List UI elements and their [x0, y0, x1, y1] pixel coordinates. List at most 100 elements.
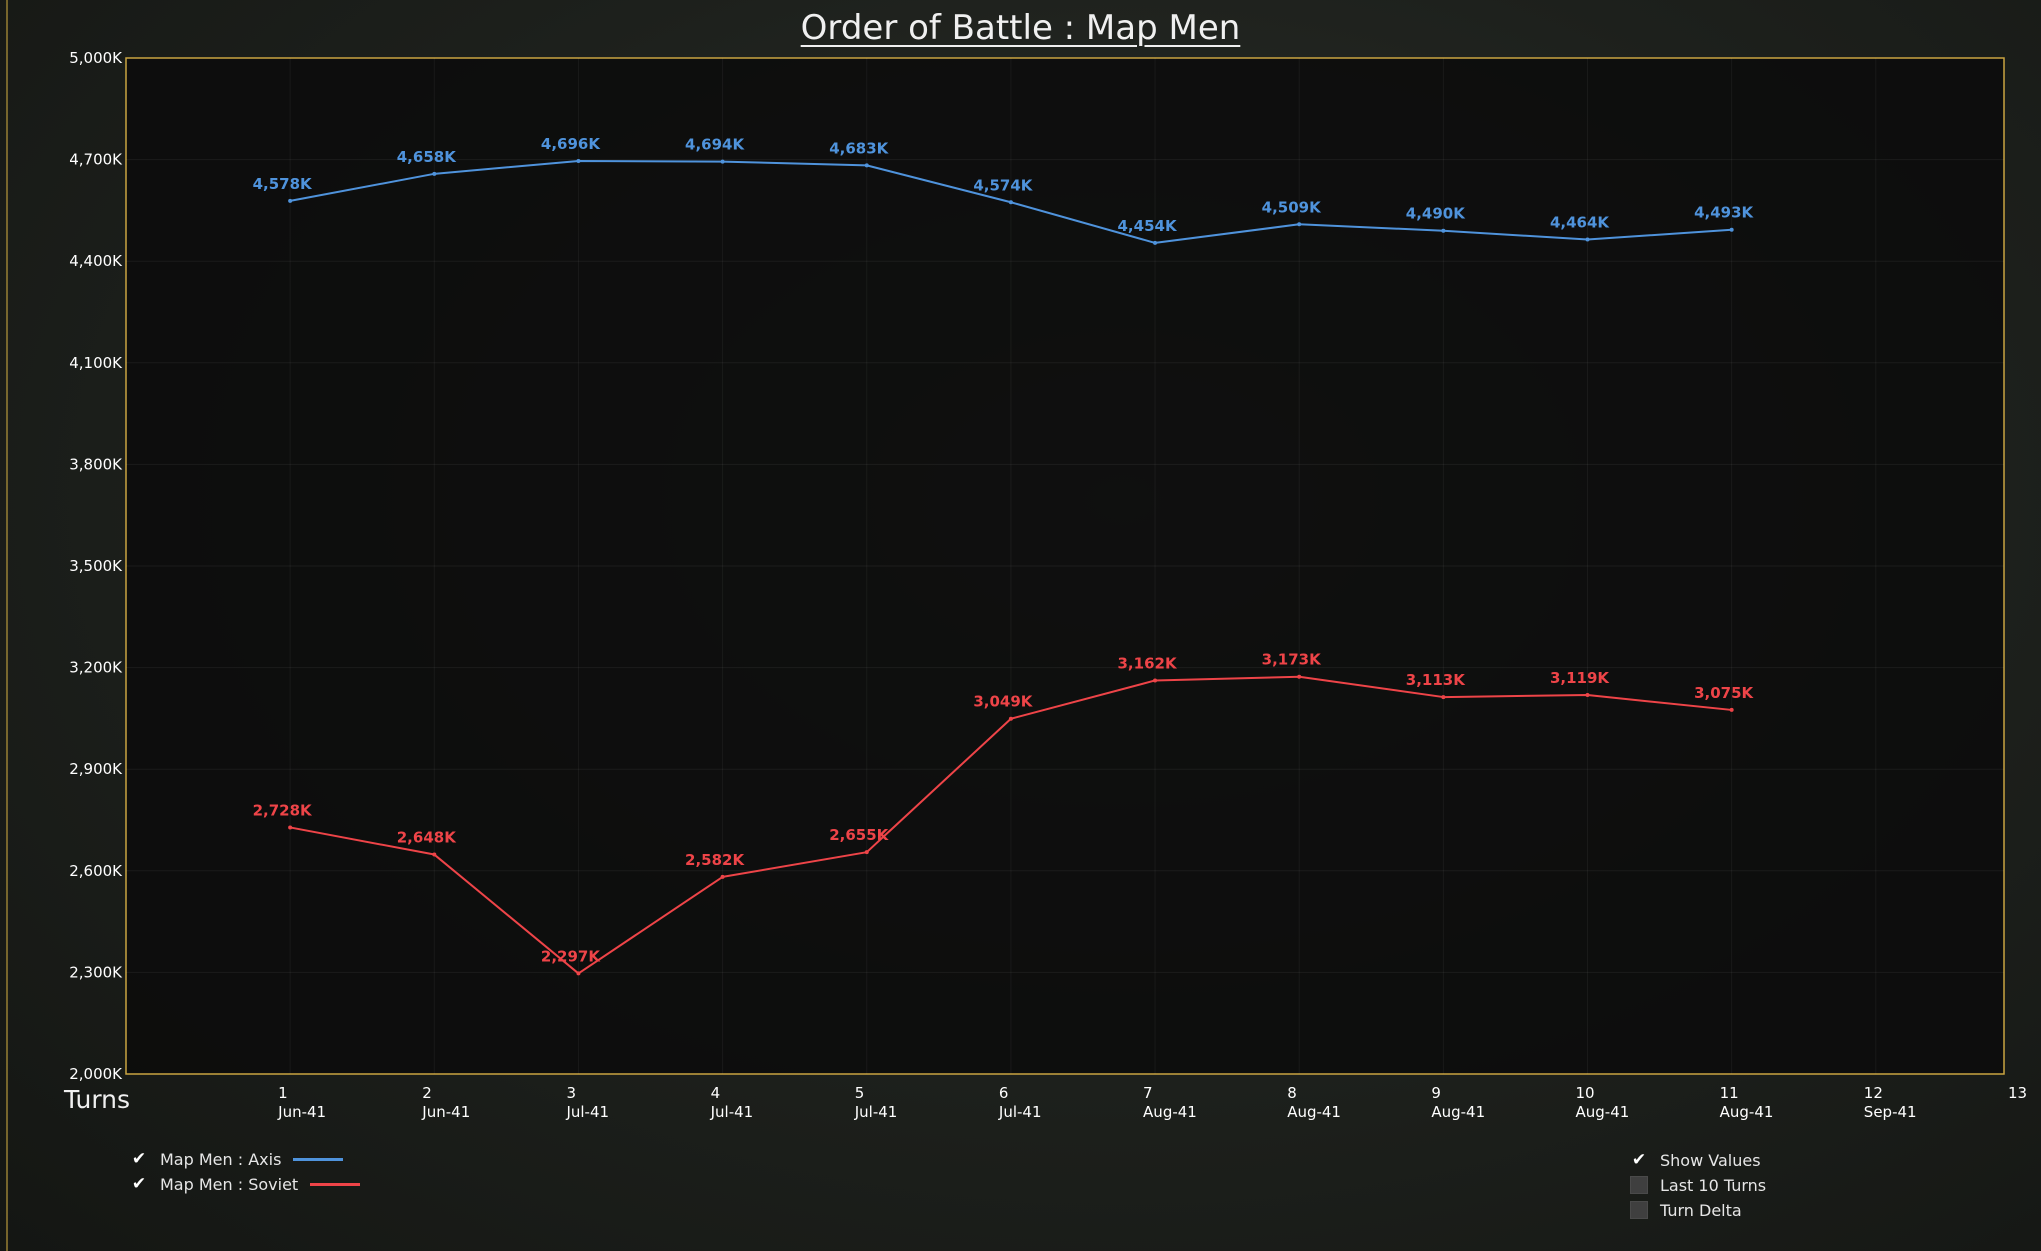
data-point — [576, 158, 581, 163]
y-tick-label: 2,300K — [69, 963, 123, 981]
legend-item-soviet[interactable]: ✔ Map Men : Soviet — [130, 1172, 361, 1196]
y-tick-label: 4,400K — [69, 252, 123, 270]
chart-title: Order of Battle : Map Men — [800, 8, 1241, 48]
data-label: 2,648K — [397, 829, 457, 847]
option-label-show-values: Show Values — [1660, 1150, 1761, 1170]
data-label: 3,049K — [973, 693, 1033, 711]
x-tick-date-label: Jul-41 — [565, 1103, 609, 1121]
empty-checkbox-icon[interactable] — [1630, 1176, 1648, 1194]
data-label: 4,490K — [1406, 205, 1466, 223]
data-point — [1441, 695, 1446, 700]
x-tick-label: 11 — [1720, 1084, 1739, 1102]
y-tick-label: 3,800K — [69, 455, 123, 473]
data-point — [576, 971, 581, 976]
data-label: 3,119K — [1550, 669, 1610, 687]
option-label-last-10-turns: Last 10 Turns — [1660, 1175, 1767, 1195]
checkmark-icon[interactable]: ✔ — [131, 1174, 147, 1194]
data-label: 4,694K — [685, 136, 745, 154]
legend-item-axis[interactable]: ✔ Map Men : Axis — [130, 1147, 344, 1171]
x-tick-label: 13 — [2008, 1084, 2027, 1102]
x-tick-date-label: Sep-41 — [1864, 1103, 1917, 1121]
data-point — [288, 825, 293, 830]
data-point — [432, 852, 437, 857]
option-turn-delta[interactable]: Turn Delta — [1630, 1198, 1742, 1222]
x-tick-label: 9 — [1431, 1084, 1441, 1102]
option-last-10-turns[interactable]: Last 10 Turns — [1630, 1173, 1766, 1197]
data-point — [1008, 200, 1013, 205]
data-point — [1297, 222, 1302, 227]
data-point — [432, 171, 437, 176]
x-tick-label: 1 — [278, 1084, 288, 1102]
series-layer — [288, 158, 1734, 976]
x-tick-label: 5 — [855, 1084, 865, 1102]
x-tick-date-label: Aug-41 — [1287, 1103, 1341, 1121]
x-tick-label: 3 — [566, 1084, 576, 1102]
y-tick-label: 4,700K — [69, 151, 123, 169]
x-tick-date-label: Jul-41 — [710, 1103, 754, 1121]
data-point — [720, 159, 725, 164]
data-point — [1585, 237, 1590, 242]
x-tick-date-label: Aug-41 — [1720, 1103, 1774, 1121]
x-tick-label: 8 — [1287, 1084, 1297, 1102]
data-point — [288, 198, 293, 203]
x-tick-label: 12 — [1864, 1084, 1883, 1102]
data-label: 2,582K — [685, 851, 745, 869]
data-label: 2,655K — [829, 826, 889, 844]
data-label: 3,162K — [1118, 654, 1178, 672]
checkmark-icon[interactable]: ✔ — [131, 1149, 147, 1169]
x-tick-label: 7 — [1143, 1084, 1153, 1102]
data-label: 4,578K — [253, 175, 313, 193]
option-show-values[interactable]: ✔ Show Values — [1630, 1148, 1761, 1172]
data-label: 4,683K — [829, 139, 889, 157]
data-label: 4,464K — [1550, 214, 1610, 232]
x-tick-label: 4 — [711, 1084, 721, 1102]
data-point — [1729, 707, 1734, 712]
data-label: 3,113K — [1406, 671, 1466, 689]
data-point — [864, 163, 869, 168]
data-point — [1585, 693, 1590, 698]
x-tick-date-label: Jul-41 — [854, 1103, 898, 1121]
data-point — [1153, 678, 1158, 683]
legend-label-soviet: Map Men : Soviet — [160, 1174, 299, 1194]
data-point — [1153, 240, 1158, 245]
data-label: 2,297K — [541, 947, 601, 965]
data-label: 3,173K — [1262, 651, 1322, 669]
window-left-edge — [6, 0, 8, 1251]
x-tick-date-label: Jun-41 — [421, 1103, 470, 1121]
data-point — [1729, 227, 1734, 232]
checkmark-icon[interactable]: ✔ — [1631, 1150, 1647, 1170]
x-tick-date-label: Aug-41 — [1143, 1103, 1197, 1121]
data-label: 4,493K — [1694, 204, 1754, 222]
data-point — [864, 850, 869, 855]
y-tick-label: 3,200K — [69, 659, 123, 677]
data-label: 4,658K — [397, 148, 457, 166]
option-label-turn-delta: Turn Delta — [1660, 1200, 1742, 1220]
data-label: 4,574K — [973, 176, 1033, 194]
data-label: 3,075K — [1694, 684, 1754, 702]
data-label: 4,454K — [1118, 217, 1178, 235]
x-axis: 1Jun-412Jun-413Jul-414Jul-415Jul-416Jul-… — [277, 1084, 2027, 1121]
data-label: 4,509K — [1262, 198, 1322, 216]
y-tick-label: 2,000K — [69, 1065, 123, 1083]
data-point — [1008, 716, 1013, 721]
y-tick-label: 3,500K — [69, 557, 123, 575]
y-tick-label: 4,100K — [69, 354, 123, 372]
x-tick-label: 10 — [1576, 1084, 1595, 1102]
y-axis: 2,000K 2,300K 2,600K 2,900K 3,200K 3,500K 3,80… — [69, 49, 123, 1083]
x-tick-date-label: Aug-41 — [1576, 1103, 1630, 1121]
y-tick-label: 2,900K — [69, 760, 123, 778]
legend-swatch-soviet — [310, 1182, 361, 1186]
legend-swatch-axis — [293, 1157, 344, 1161]
y-tick-label: 2,600K — [69, 862, 123, 880]
grid-lines — [126, 58, 2004, 1074]
data-label: 2,728K — [253, 801, 313, 819]
empty-checkbox-icon[interactable] — [1630, 1201, 1648, 1219]
data-point — [1297, 674, 1302, 679]
data-label: 4,696K — [541, 135, 601, 153]
plot-area — [125, 57, 2005, 1075]
x-tick-date-label: Aug-41 — [1431, 1103, 1485, 1121]
x-tick-date-label: Jul-41 — [998, 1103, 1042, 1121]
data-point — [1441, 228, 1446, 233]
x-tick-date-label: Jun-41 — [277, 1103, 326, 1121]
